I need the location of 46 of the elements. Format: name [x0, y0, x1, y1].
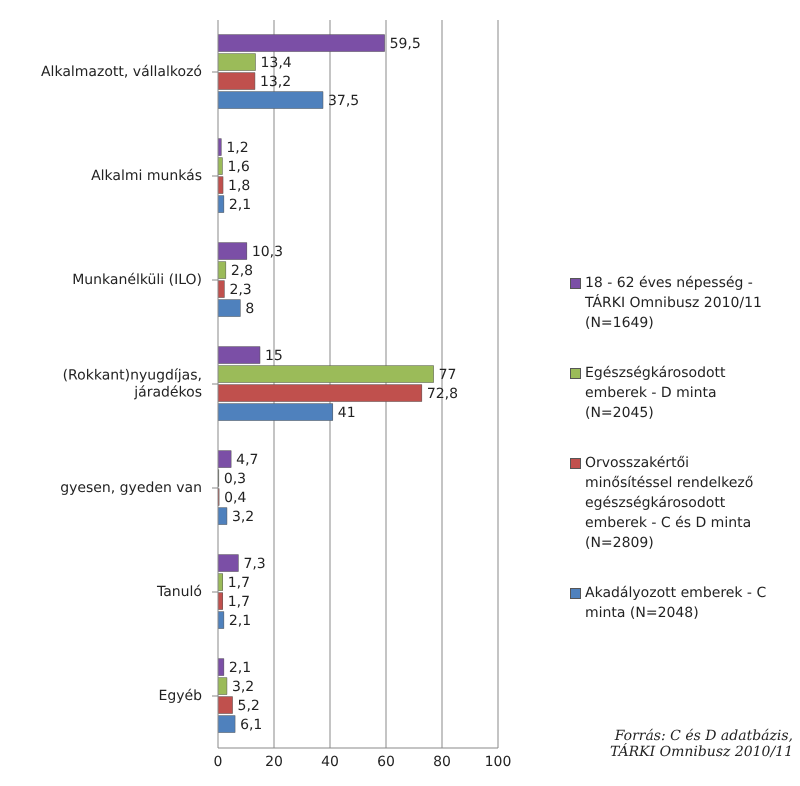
data-label: 72,8	[426, 386, 458, 402]
data-label: 5,2	[238, 698, 260, 714]
x-tick-label: 100	[484, 754, 512, 770]
data-label: 0,3	[224, 471, 246, 488]
data-label: 37,5	[328, 93, 360, 110]
x-tick-label: 0	[214, 754, 222, 770]
y-tick-label: Egyéb	[158, 688, 202, 704]
y-tick-label: (Rokkant)nyugdíjas, járadékos	[62, 367, 202, 400]
data-label: 2,1	[228, 660, 252, 676]
data-label: 13,2	[260, 74, 292, 90]
y-tick-label: Alkalmazott, vállalkozó	[40, 64, 202, 80]
data-label: 6,1	[240, 717, 262, 734]
y-tick-label: gyesen, gyeden van	[60, 480, 202, 496]
data-label: 1,7	[228, 594, 250, 610]
data-label: 15	[265, 348, 283, 364]
y-tick-label: Tanuló	[156, 584, 202, 600]
data-label: 77	[438, 367, 456, 384]
data-label: 7,3	[243, 556, 266, 572]
data-label: 4,7	[236, 452, 258, 468]
y-tick-label: Alkalmi munkás	[91, 168, 202, 184]
x-tick-label: 60	[377, 754, 395, 770]
data-label: 1,2	[226, 140, 249, 156]
data-label: 3,2	[232, 509, 254, 526]
data-label: 10,3	[252, 244, 284, 260]
data-label: 3,2	[232, 679, 254, 696]
legend-label: Egészségkárosodott emberek - D minta (N=2045)	[585, 364, 727, 423]
data-label: 2,8	[230, 263, 254, 280]
text: Forrás: C és D adatbázis, TÁRKI Omnibusz 2010/11	[608, 728, 793, 760]
data-label: 1,7	[228, 575, 250, 592]
data-label: 8	[245, 301, 254, 318]
data-label: 1,8	[228, 178, 250, 194]
data-label: 13,4	[260, 55, 292, 72]
x-tick-label: 80	[433, 754, 451, 770]
legend-label: 18 - 62 éves népesség - TÁRKI Omnibusz 2010/11 (N=1649)	[585, 274, 763, 333]
data-label: 1,6	[227, 159, 250, 176]
data-label: 59,5	[390, 36, 421, 52]
legend-label: Orvosszakértői minősítéssel rendelkező egészségkárosodott emberek - C és D minta (N=2809)	[585, 454, 754, 553]
data-label: 2,1	[228, 613, 252, 630]
data-label: 41	[338, 405, 356, 422]
data-label: 0,4	[224, 490, 246, 506]
x-tick-label: 40	[321, 754, 339, 770]
data-label: 2,3	[229, 282, 252, 298]
legend-label: Akadályozott emberek - C minta (N=2048)	[585, 584, 768, 623]
x-tick-label: 20	[265, 754, 283, 770]
y-tick-label: Munkanélküli (ILO)	[72, 272, 202, 288]
data-label: 2,1	[228, 197, 252, 214]
